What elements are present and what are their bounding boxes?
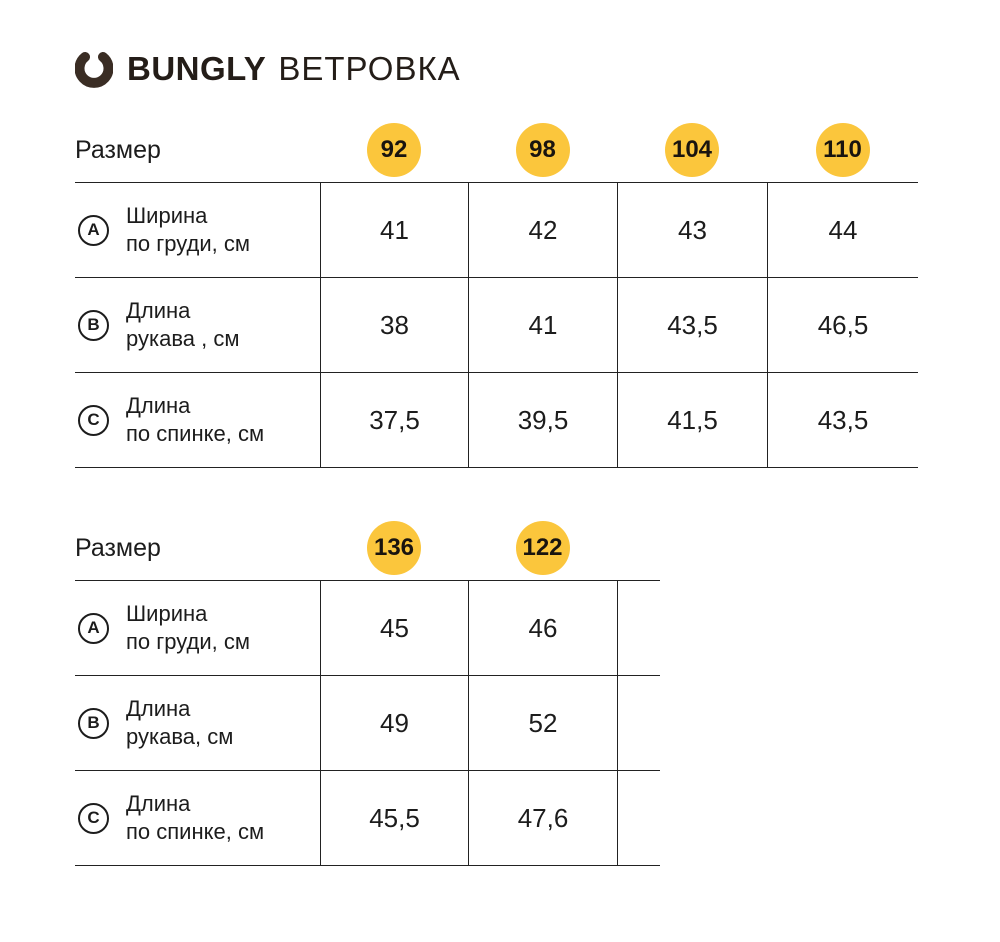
cell-value: 46: [468, 581, 617, 675]
size-table-1-header: Размер 92 98 104 110: [75, 118, 918, 182]
brand-name: BUNGLY: [127, 50, 267, 87]
table-row-sleeve-length: B Длина рукава, см 49 52: [75, 675, 660, 770]
cell-value: 43,5: [617, 278, 767, 372]
product-name: ВЕТРОВКА: [278, 50, 461, 87]
table-row-chest-width: A Ширина по груди, см 41 42 43 44: [75, 182, 918, 277]
letter-a-badge: A: [78, 612, 109, 644]
table-row-back-length: C Длина по спинке, см 37,5 39,5 41,5 43,…: [75, 372, 918, 467]
letter-c-badge: C: [78, 404, 109, 436]
size-table-2-header: Размер 136 122: [75, 516, 660, 580]
table-row-sleeve-length: B Длина рукава , см 38 41 43,5 46,5: [75, 277, 918, 372]
table-tail-cell: [617, 676, 660, 770]
bungly-logo-icon: [75, 52, 113, 88]
letter-c-badge: C: [78, 802, 109, 834]
cell-value: 46,5: [767, 278, 918, 372]
table-tail-cell: [617, 581, 660, 675]
row-label-line1: Длина: [126, 297, 191, 323]
letter-b-badge: B: [78, 309, 109, 341]
cell-value: 43,5: [767, 373, 918, 467]
cell-value: 42: [468, 183, 617, 277]
cell-value: 52: [468, 676, 617, 770]
row-label: Ширина по груди, см: [126, 202, 250, 258]
cell-value: 44: [767, 183, 918, 277]
size-label: Размер: [75, 135, 161, 164]
size-badge-92: 92: [367, 123, 421, 177]
row-label-cell: A Ширина по груди, см: [75, 183, 320, 277]
row-label-line1: Длина: [126, 695, 191, 721]
cell-value: 41: [468, 278, 617, 372]
cell-value: 45: [320, 581, 468, 675]
size-table-1: Размер 92 98 104 110 A Ширина по груди, …: [75, 118, 918, 468]
cell-value: 47,6: [468, 771, 617, 865]
row-label-cell: A Ширина по груди, см: [75, 581, 320, 675]
table-row-back-length: C Длина по спинке, см 45,5 47,6: [75, 770, 660, 865]
table-tail-cell: [617, 771, 660, 865]
letter-a-badge: A: [78, 214, 109, 246]
row-label-cell: B Длина рукава , см: [75, 278, 320, 372]
row-label: Ширина по груди, см: [126, 600, 250, 656]
row-label-line2: по спинке, см: [126, 819, 265, 844]
size-badge-104: 104: [665, 123, 719, 177]
cell-value: 38: [320, 278, 468, 372]
row-label-line2: по груди, см: [126, 231, 251, 256]
cell-value: 41,5: [617, 373, 767, 467]
size-badge-136: 136: [367, 521, 421, 575]
size-table-2: Размер 136 122 A Ширина по груди, см 45 …: [75, 516, 660, 866]
row-label: Длина по спинке, см: [126, 392, 264, 448]
row-label: Длина по спинке, см: [126, 790, 264, 846]
row-label-line2: рукава , см: [126, 326, 240, 351]
row-label-line1: Длина: [126, 790, 191, 816]
cell-value: 41: [320, 183, 468, 277]
table-row-chest-width: A Ширина по груди, см 45 46: [75, 580, 660, 675]
row-label-line1: Ширина: [126, 202, 208, 228]
row-label-line2: по груди, см: [126, 629, 251, 654]
row-label-line1: Ширина: [126, 600, 208, 626]
row-label: Длина рукава, см: [126, 695, 233, 751]
row-label-cell: C Длина по спинке, см: [75, 373, 320, 467]
size-badge-110: 110: [815, 123, 870, 177]
size-table-1-body: A Ширина по груди, см 41 42 43 44 B Длин…: [75, 182, 918, 468]
size-chart-page: BUNGLY ВЕТРОВКА Размер 92 98 104 110 A Ш…: [75, 50, 1000, 866]
size-label: Размер: [75, 533, 161, 562]
row-label-line2: по спинке, см: [126, 421, 265, 446]
size-badge-122: 122: [515, 521, 570, 575]
row-label-line1: Длина: [126, 392, 191, 418]
letter-b-badge: B: [78, 707, 109, 739]
size-table-2-body: A Ширина по груди, см 45 46 B Длина рука…: [75, 580, 660, 866]
cell-value: 37,5: [320, 373, 468, 467]
cell-value: 43: [617, 183, 767, 277]
row-label-cell: C Длина по спинке, см: [75, 771, 320, 865]
size-badge-98: 98: [515, 123, 570, 177]
cell-value: 45,5: [320, 771, 468, 865]
row-label: Длина рукава , см: [126, 297, 239, 353]
brand-header: BUNGLY ВЕТРОВКА: [75, 50, 1000, 88]
row-label-line2: рукава, см: [126, 724, 234, 749]
cell-value: 49: [320, 676, 468, 770]
row-label-cell: B Длина рукава, см: [75, 676, 320, 770]
cell-value: 39,5: [468, 373, 617, 467]
